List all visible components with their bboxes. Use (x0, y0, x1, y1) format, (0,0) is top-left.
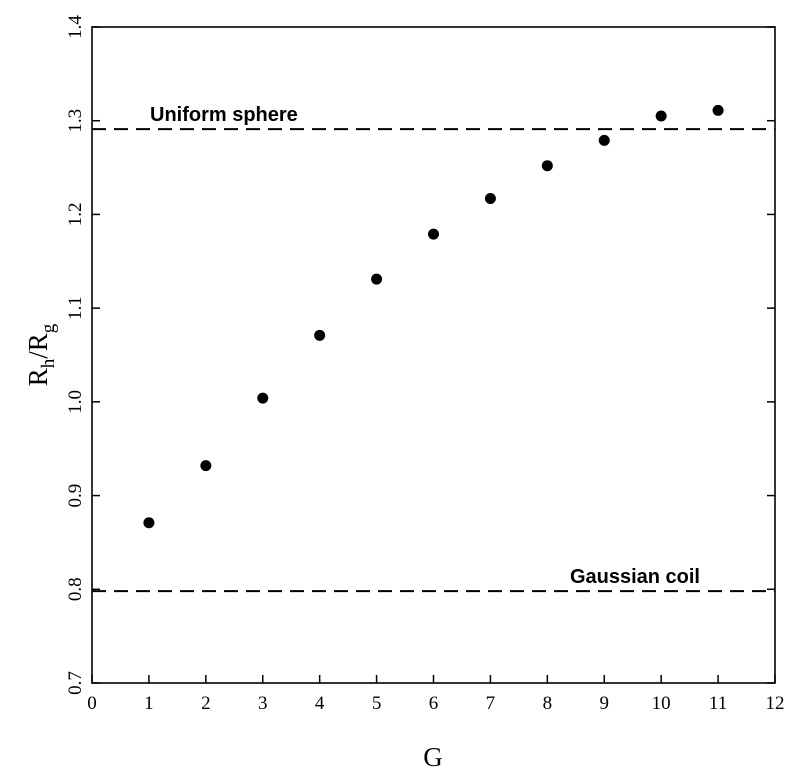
y-tick-label: 1.3 (65, 109, 86, 133)
x-tick-label: 8 (543, 693, 553, 714)
data-points (143, 104, 724, 529)
y-tick-label: 1.0 (65, 390, 86, 414)
data-point (371, 273, 383, 285)
y-tick-label: 0.7 (65, 671, 86, 695)
data-point (428, 228, 439, 240)
data-point (541, 160, 553, 172)
data-point (143, 517, 155, 529)
x-tick-label: 2 (201, 693, 211, 714)
x-tick-label: 10 (652, 693, 671, 714)
x-tick-label: 4 (315, 693, 325, 714)
x-tick-label: 7 (486, 693, 496, 714)
data-point (257, 392, 269, 404)
y-tick-label: 1.4 (65, 15, 86, 39)
x-tick-label: 1 (144, 693, 154, 714)
y-axis-title-sub1: h (38, 358, 59, 368)
data-point (484, 192, 496, 204)
x-tick-label: 9 (600, 693, 610, 714)
x-axis-ticks: 0 1 2 3 4 5 6 7 8 9 10 11 12 (87, 675, 785, 714)
y-tick-label: 1.2 (65, 203, 86, 227)
y-axis-title-main: R (23, 368, 53, 386)
x-tick-label: 0 (87, 693, 97, 714)
data-point (655, 110, 667, 122)
x-axis-title: G (423, 742, 443, 769)
y-axis-title-sub2: g (38, 323, 59, 333)
y-axis-ticks: 0.7 0.8 0.9 1.0 1.1 1.2 1.3 1.4 (65, 15, 775, 695)
y-axis-title-slash: /R (23, 333, 53, 359)
x-tick-label: 5 (372, 693, 382, 714)
reference-line-label: Gaussian coil (570, 566, 700, 588)
x-tick-label: 3 (258, 693, 268, 714)
data-point (712, 104, 724, 116)
reference-lines: Uniform sphere Gaussian coil (92, 104, 775, 593)
y-axis-title: Rh/Rg (23, 323, 59, 386)
y-tick-label: 0.9 (65, 484, 86, 508)
x-tick-label: 12 (766, 693, 785, 714)
x-tick-label: 6 (429, 693, 439, 714)
data-point (598, 134, 610, 146)
data-point (314, 329, 326, 341)
x-tick-label: 11 (709, 693, 727, 714)
data-point (200, 460, 212, 472)
y-tick-label: 0.8 (65, 577, 86, 601)
y-tick-label: 1.1 (65, 296, 86, 320)
reference-line-label: Uniform sphere (150, 104, 298, 126)
